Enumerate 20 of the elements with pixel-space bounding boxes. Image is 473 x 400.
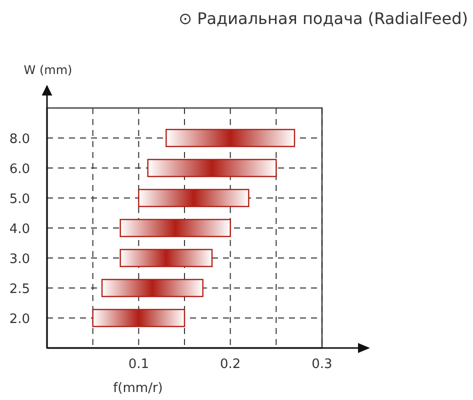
x-tick-label: 0.2	[220, 357, 241, 372]
y-tick-label: 5.0	[9, 192, 30, 207]
y-tick-label: 4.0	[9, 222, 30, 237]
y-tick-label: 8.0	[9, 132, 30, 147]
y-axis-title: W (mm)	[24, 63, 72, 77]
bar	[101, 278, 204, 298]
x-tick-label: 0.3	[312, 357, 332, 372]
bar	[120, 218, 231, 238]
bar	[166, 128, 296, 148]
y-tick-label: 3.0	[9, 252, 30, 267]
bar	[147, 158, 277, 178]
x-axis-title: f(mm/r)	[113, 381, 163, 396]
x-tick-label: 0.1	[128, 357, 150, 372]
bar	[120, 248, 213, 268]
bar	[92, 308, 186, 328]
y-tick-label: 2.0	[9, 312, 30, 327]
chart-title: ⊙ Радиальная подача (RadialFeed)	[178, 9, 468, 28]
y-tick-label: 2.5	[9, 282, 30, 297]
bar	[138, 188, 250, 208]
y-tick-label: 6.0	[9, 162, 30, 177]
